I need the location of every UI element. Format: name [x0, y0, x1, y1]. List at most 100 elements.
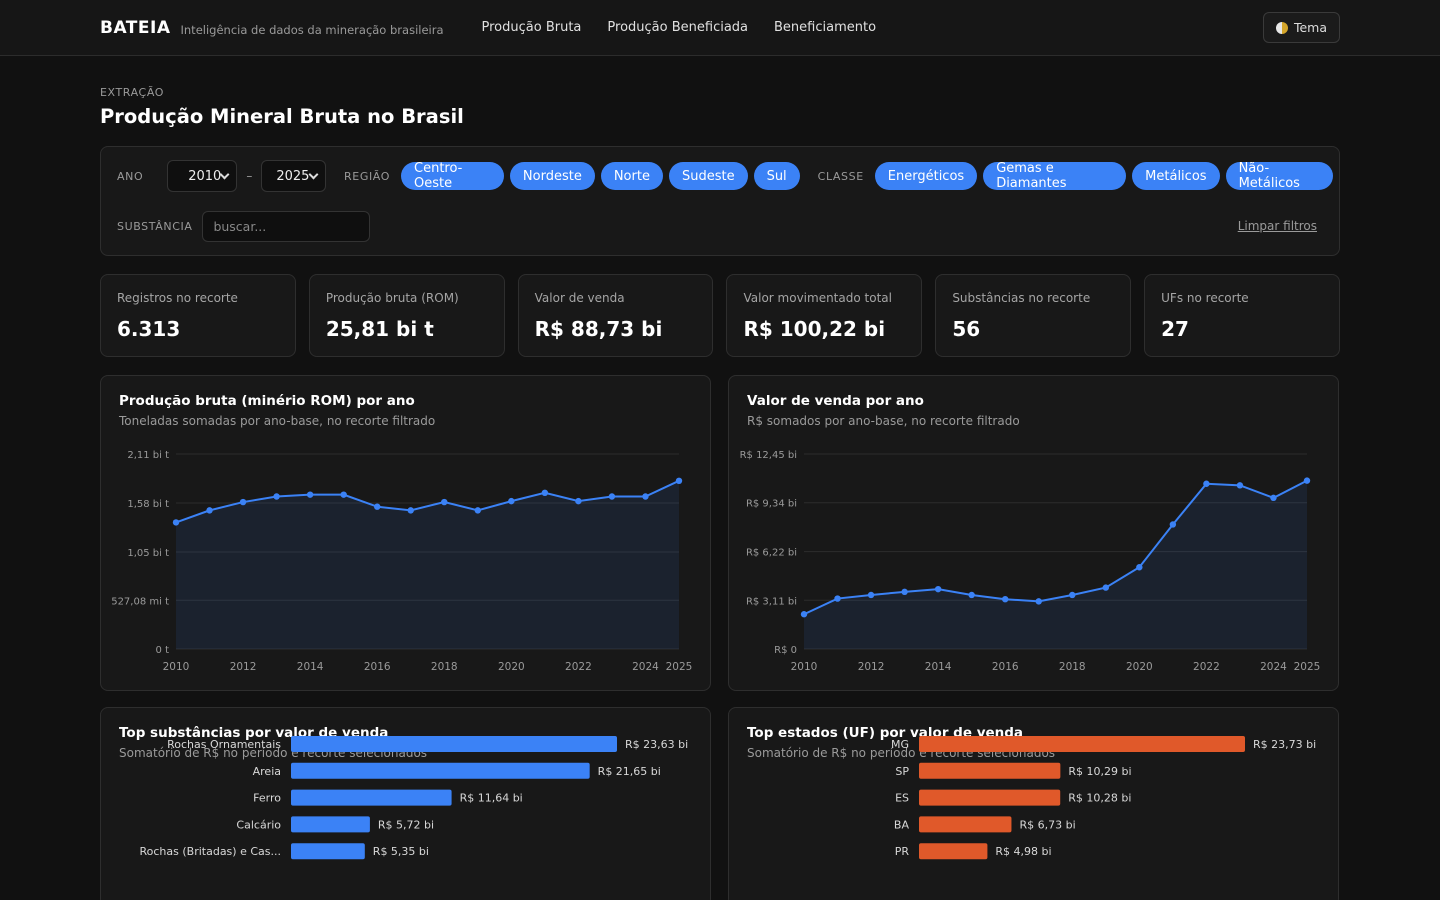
data-point [867, 591, 875, 599]
chart-card-valor-venda: Valor de venda por ano R$ somados por an… [728, 375, 1339, 691]
kpi-label: Produção bruta (ROM) [325, 291, 459, 305]
bar-value-label: R$ 4,98 bi [995, 845, 1051, 858]
year-to-select[interactable]: 2025 [261, 160, 327, 192]
class-chip-gemas-diamantes[interactable]: Gemas e Diamantes [983, 161, 1127, 191]
filter-row-primary: ANO 2010 – 2025 REGIÃO Centro-Oeste Nord… [117, 160, 1339, 192]
bar [291, 789, 452, 806]
series-line [175, 479, 680, 524]
x-tick-label: 2016 [364, 661, 391, 673]
brand-logo[interactable]: BATEIA [100, 17, 171, 38]
class-chip-metalicos[interactable]: Metálicos [1132, 162, 1220, 190]
data-point [1203, 480, 1210, 487]
data-point [374, 503, 381, 510]
charts-row-top: Produção bruta (minério ROM) por ano Ton… [100, 375, 1340, 691]
bar-category-label: Rochas (Britadas) e Cas... [140, 845, 282, 858]
data-point [206, 507, 213, 514]
year-separator: – [246, 169, 253, 183]
data-point [340, 491, 347, 498]
bar [291, 816, 370, 833]
x-tick-label: 2010 [163, 661, 190, 673]
data-point [1236, 482, 1244, 489]
x-tick-label: 2010 [791, 661, 818, 673]
year-from-select[interactable]: 2010 [167, 160, 238, 192]
class-label: CLASSE [817, 169, 864, 183]
bar-value-label: R$ 6,73 bi [1019, 818, 1075, 831]
y-tick-label: 527,08 mi t [111, 596, 169, 607]
x-tick-label: 2025 [666, 661, 693, 673]
bar-value-label: R$ 11,64 bi [460, 792, 523, 805]
class-chip-energeticos[interactable]: Energéticos [874, 162, 978, 190]
data-point [834, 595, 841, 602]
bar-category-label: PR [895, 845, 910, 858]
chart-producao-bruta-svg: 0 t 527,08 mi t 1,05 bi t 1,58 bi t 2,11 bi … [111, 450, 693, 673]
kpi-value: 6.313 [117, 317, 181, 341]
kpi-row: Registros no recorte 6.313 Produção brut… [100, 274, 1340, 357]
data-point [1102, 584, 1109, 591]
kpi-value: 56 [952, 317, 981, 341]
series-line [803, 479, 1308, 616]
bar [919, 762, 1061, 779]
x-tick-label: 2018 [431, 661, 458, 673]
brand-tagline: Inteligência de dados da mineração brasi… [180, 22, 444, 37]
data-point [608, 493, 616, 500]
chart-card-top-substancias: Top substâncias por valor de venda Somat… [100, 707, 711, 900]
x-tick-label: 2024 [1260, 661, 1287, 673]
filter-row-substance: SUBSTÂNCIA [117, 211, 371, 242]
top-bar: BATEIA Inteligência de dados da mineraçã… [0, 0, 1440, 56]
nav-link-producao-beneficiada[interactable]: Produção Beneficiada [607, 20, 749, 35]
kpi-label: Valor movimentado total [743, 291, 892, 305]
y-tick-label: 0 t [156, 645, 170, 656]
bar-category-label: Areia [253, 765, 281, 778]
data-point [968, 591, 975, 599]
x-tick-label: 2012 [230, 661, 257, 673]
bar [919, 843, 988, 860]
substance-search-input[interactable] [202, 211, 371, 242]
bar-category-label: Ferro [253, 792, 281, 805]
data-point [800, 611, 808, 618]
kpi-card-producao-bruta: Produção bruta (ROM) 25,81 bi t [308, 274, 505, 357]
nav-link-beneficiamento[interactable]: Beneficiamento [774, 20, 877, 35]
y-tick-label: 2,11 bi t [127, 450, 169, 461]
clear-filters-link[interactable]: Limpar filtros [1237, 219, 1317, 233]
x-tick-label: 2020 [498, 661, 525, 673]
data-point [1069, 591, 1076, 599]
year-from-value: 2010 [188, 168, 222, 184]
region-chip-norte[interactable]: Norte [600, 162, 663, 190]
bar [291, 843, 365, 860]
chevron-down-icon [219, 169, 230, 179]
bar-category-label: BA [894, 818, 910, 831]
theme-toggle-button[interactable]: Tema [1262, 12, 1340, 43]
kpi-label: Registros no recorte [117, 291, 238, 305]
kpi-label: UFs no recorte [1161, 291, 1249, 305]
kpi-label: Substâncias no recorte [952, 291, 1091, 305]
data-point [1136, 564, 1143, 571]
y-tick-label: R$ 3,11 bi [746, 596, 797, 607]
y-tick-label: R$ 12,45 bi [740, 450, 797, 461]
chart-card-top-estados: Top estados (UF) por valor de venda Soma… [728, 707, 1339, 900]
year-label: ANO [117, 169, 144, 183]
kpi-card-registros: Registros no recorte 6.313 [100, 274, 296, 357]
region-chip-nordeste[interactable]: Nordeste [509, 162, 595, 190]
x-tick-label: 2024 [632, 661, 659, 673]
x-tick-label: 2022 [1193, 661, 1220, 673]
region-label: REGIÃO [344, 169, 390, 183]
bar-category-label: Calcário [236, 818, 281, 831]
class-chip-nao-metalicos[interactable]: Não-Metálicos [1225, 161, 1333, 191]
nav-link-producao-bruta[interactable]: Produção Bruta [481, 20, 582, 35]
theme-label: Tema [1293, 20, 1327, 35]
bar-category-label: ES [895, 792, 909, 805]
y-tick-label: R$ 9,34 bi [746, 499, 797, 510]
bar-value-label: R$ 23,63 bi [625, 738, 688, 751]
series-area [804, 480, 1307, 649]
charts-row-bottom: Top substâncias por valor de venda Somat… [100, 707, 1340, 900]
region-chip-centro-oeste[interactable]: Centro-Oeste [401, 161, 504, 191]
data-point [541, 489, 549, 497]
y-tick-label: R$ 6,22 bi [746, 548, 797, 559]
region-chip-sudeste[interactable]: Sudeste [668, 162, 748, 190]
page-eyebrow: EXTRAÇÃO [100, 86, 165, 99]
series-area [176, 480, 679, 649]
data-point [901, 588, 908, 596]
region-chip-sul[interactable]: Sul [753, 162, 800, 190]
bar-value-label: R$ 23,73 bi [1253, 738, 1316, 751]
y-tick-label: 1,05 bi t [127, 548, 169, 559]
